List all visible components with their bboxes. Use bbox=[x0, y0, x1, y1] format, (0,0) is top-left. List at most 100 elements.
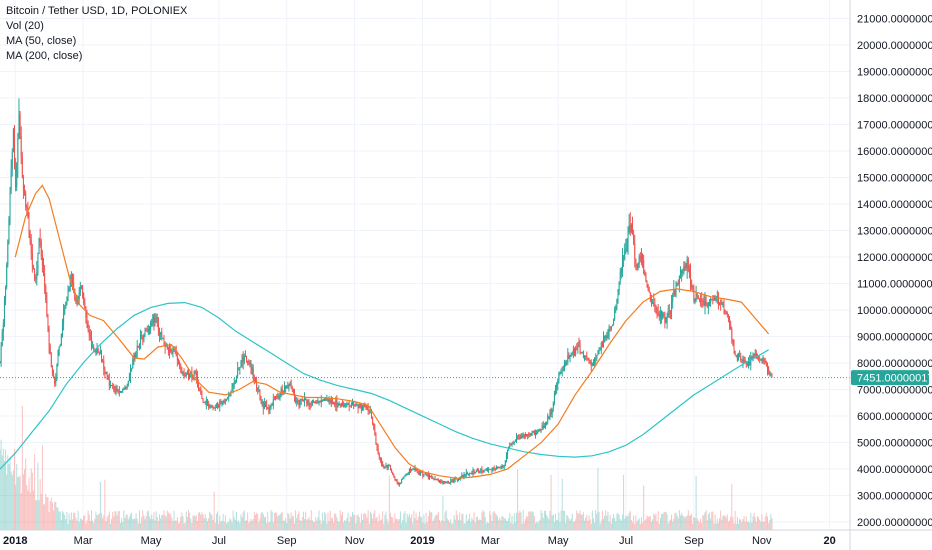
candle-body bbox=[170, 349, 172, 353]
candle-body bbox=[2, 323, 4, 333]
candle-body bbox=[768, 367, 770, 371]
price-axis[interactable]: 21000.00000000 20000.00000000 19000.000000… bbox=[857, 14, 932, 530]
volume-bar bbox=[289, 518, 291, 530]
volume-bar bbox=[479, 519, 481, 530]
candle-body bbox=[578, 345, 580, 347]
candle-body bbox=[336, 399, 338, 407]
volume-bar bbox=[552, 514, 554, 530]
volume-bar bbox=[248, 522, 250, 530]
candle-body bbox=[21, 157, 23, 179]
candle-body bbox=[421, 471, 423, 473]
symbol-title[interactable]: Bitcoin / Tether USD, 1D, POLONIEX bbox=[6, 5, 188, 17]
candle-body bbox=[442, 481, 444, 484]
volume-bar bbox=[414, 518, 416, 530]
candle-body bbox=[57, 355, 59, 366]
volume-bar bbox=[321, 512, 323, 530]
volume-bar bbox=[3, 461, 5, 530]
candle-body bbox=[46, 300, 48, 315]
time-axis[interactable]: 2018 Mar May Jul Sep Nov 2019 Mar May Jul Sep Nov 20 bbox=[3, 535, 836, 547]
candle-body bbox=[305, 397, 307, 400]
volume-bar bbox=[599, 523, 601, 530]
volume-bar bbox=[678, 510, 680, 530]
candle-body bbox=[614, 309, 616, 319]
candle-body bbox=[358, 404, 360, 409]
candle-body bbox=[45, 286, 47, 301]
candle-body bbox=[327, 399, 329, 402]
ma50-indicator-label[interactable]: MA (50, close) bbox=[6, 35, 77, 47]
candle-body bbox=[517, 437, 519, 439]
y-tick-label: 14000.00000000 bbox=[857, 199, 932, 211]
volume-bar bbox=[391, 516, 393, 530]
candle-body bbox=[244, 355, 246, 357]
candle-body bbox=[48, 328, 50, 346]
candle-body bbox=[432, 476, 434, 479]
volume-bar bbox=[199, 511, 201, 530]
candle-body bbox=[22, 178, 24, 190]
volume-bar bbox=[624, 518, 626, 530]
candle-body bbox=[733, 346, 735, 351]
volume-bar bbox=[672, 521, 674, 530]
candle-body bbox=[619, 272, 621, 282]
volume-bar bbox=[551, 515, 553, 530]
volume-bar bbox=[279, 514, 281, 530]
candle-body bbox=[51, 367, 53, 374]
volume-bar bbox=[40, 493, 42, 530]
y-tick-label: 20000.00000000 bbox=[857, 40, 932, 52]
ma200-indicator-label[interactable]: MA (200, close) bbox=[6, 50, 83, 62]
volume-bar bbox=[302, 511, 304, 530]
volume-bar bbox=[724, 515, 726, 530]
candle-body bbox=[201, 393, 203, 399]
candle-body bbox=[446, 481, 448, 483]
volume-bar bbox=[241, 517, 243, 530]
candle-body bbox=[300, 398, 302, 400]
volume-bar bbox=[513, 513, 515, 530]
candle-body bbox=[748, 361, 750, 366]
volume-bar bbox=[319, 519, 321, 530]
volume-bar bbox=[93, 522, 95, 530]
candle-body bbox=[154, 317, 156, 322]
candle-body bbox=[373, 422, 375, 429]
volume-bar bbox=[385, 511, 387, 530]
volume-bar bbox=[647, 516, 649, 530]
candle-body bbox=[695, 294, 697, 301]
candle-body bbox=[697, 296, 699, 299]
volume-bar bbox=[396, 518, 398, 530]
volume-bar bbox=[50, 497, 52, 530]
candle-body bbox=[37, 254, 39, 273]
volume-bar bbox=[637, 519, 639, 530]
candle-body bbox=[610, 326, 612, 329]
candle-body bbox=[505, 454, 507, 461]
volume-bar bbox=[582, 512, 584, 530]
volume-bar bbox=[420, 516, 422, 530]
candle-body bbox=[291, 387, 293, 389]
volume-bar bbox=[38, 500, 40, 530]
candle-body bbox=[229, 395, 231, 397]
volume-bar bbox=[185, 511, 187, 530]
volume-bar bbox=[697, 520, 699, 530]
volume-bar bbox=[75, 517, 77, 530]
volume-bar bbox=[122, 522, 124, 530]
candle-body bbox=[283, 385, 285, 391]
volume-bar bbox=[740, 519, 742, 530]
volume-bar bbox=[595, 510, 597, 530]
volume-bar bbox=[232, 510, 234, 530]
volume-indicator-label[interactable]: Vol (20) bbox=[6, 20, 44, 32]
volume-bar bbox=[537, 523, 539, 530]
volume-bar bbox=[376, 516, 378, 530]
volume-bar bbox=[318, 510, 320, 530]
volume-bar bbox=[393, 522, 395, 530]
volume-bar bbox=[54, 501, 56, 530]
candle-body bbox=[616, 298, 618, 308]
candle-body bbox=[726, 312, 728, 315]
candle-body bbox=[589, 361, 591, 363]
y-tick-label: 13000.00000000 bbox=[857, 226, 932, 238]
candle-body bbox=[156, 317, 158, 324]
candle-body bbox=[625, 249, 627, 251]
candle-body bbox=[28, 216, 30, 232]
volume-bar bbox=[587, 520, 589, 530]
candle-body bbox=[103, 361, 105, 370]
volume-bar bbox=[247, 512, 249, 530]
volume-bar bbox=[696, 518, 698, 530]
volume-bar bbox=[370, 513, 372, 530]
